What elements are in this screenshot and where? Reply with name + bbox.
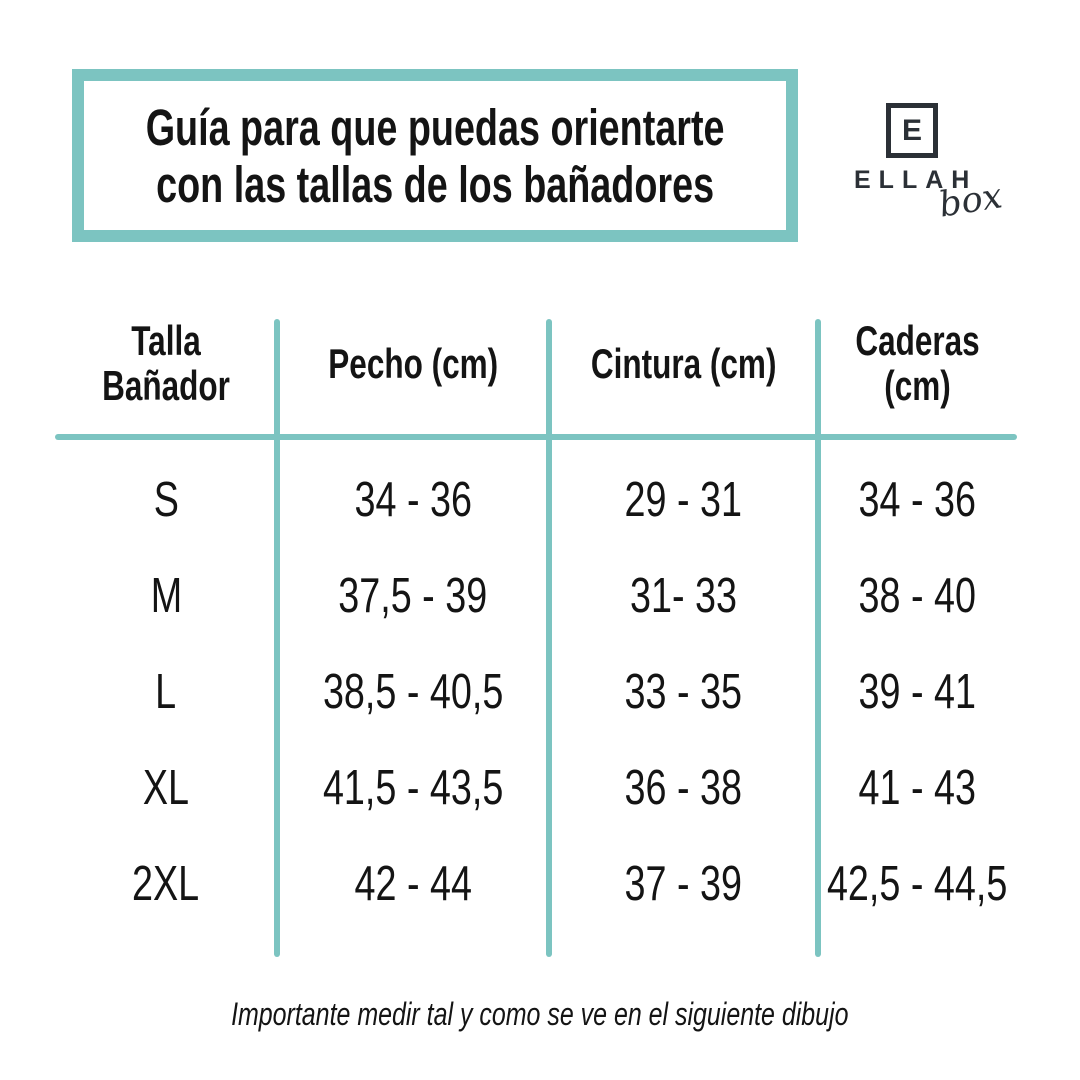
title-line-1: Guía para que puedas orientarte bbox=[145, 98, 725, 156]
cintura-value-l: 33 - 35 bbox=[624, 665, 743, 719]
table-divider-vertical-3 bbox=[815, 319, 821, 957]
pecho-value-xl: 41,5 - 43,5 bbox=[322, 761, 504, 815]
size-label-s: S bbox=[153, 473, 179, 527]
caderas-value-2xl: 42,5 - 44,5 bbox=[827, 857, 1008, 911]
header-cell-pecho: Pecho (cm) bbox=[328, 339, 498, 387]
logo-brand-name: ELLAH bbox=[854, 166, 978, 194]
table-body: S 34 - 36 29 - 31 34 - 36 M 37,5 - 39 31… bbox=[55, 452, 1017, 932]
caderas-value-xl: 41 - 43 bbox=[858, 761, 977, 815]
pecho-value-m: 37,5 - 39 bbox=[338, 569, 488, 623]
pecho-value-s: 34 - 36 bbox=[354, 473, 472, 527]
logo-monogram-square: E bbox=[886, 103, 938, 158]
table-divider-vertical-2 bbox=[546, 319, 552, 957]
measuring-note: Importante medir tal y como se ve en el … bbox=[231, 996, 849, 1032]
header-cell-talla: Talla Bañador bbox=[102, 317, 230, 409]
size-label-2xl: 2XL bbox=[132, 857, 200, 911]
page-title: Guía para que puedas orientarte con las … bbox=[146, 99, 725, 213]
caderas-value-m: 38 - 40 bbox=[858, 569, 977, 623]
cintura-value-2xl: 37 - 39 bbox=[624, 857, 743, 911]
size-label-m: M bbox=[150, 569, 182, 623]
table-divider-horizontal bbox=[55, 434, 1017, 440]
header-cell-cintura: Cintura (cm) bbox=[590, 339, 777, 387]
cintura-value-m: 31- 33 bbox=[630, 569, 737, 623]
caderas-value-s: 34 - 36 bbox=[858, 473, 977, 527]
caderas-value-l: 39 - 41 bbox=[858, 665, 977, 719]
pecho-value-l: 38,5 - 40,5 bbox=[322, 665, 504, 719]
size-label-xl: XL bbox=[142, 761, 190, 815]
header-cell-caderas: Caderas (cm) bbox=[855, 317, 980, 409]
title-box: Guía para que puedas orientarte con las … bbox=[72, 69, 798, 242]
logo-monogram-letter: E bbox=[901, 113, 922, 147]
size-table: Talla Bañador Pecho (cm) Cintura (cm) Ca… bbox=[55, 318, 1017, 958]
brand-logo: E ELLAH box bbox=[840, 95, 1040, 245]
title-line-2: con las tallas de los bañadores bbox=[156, 155, 714, 213]
size-label-l: L bbox=[155, 665, 177, 719]
cintura-value-s: 29 - 31 bbox=[624, 473, 743, 527]
pecho-value-2xl: 42 - 44 bbox=[354, 857, 472, 911]
table-divider-vertical-1 bbox=[274, 319, 280, 957]
table-header-row: Talla Bañador Pecho (cm) Cintura (cm) Ca… bbox=[55, 318, 1017, 408]
logo-brand-suffix: box bbox=[936, 176, 1005, 226]
cintura-value-xl: 36 - 38 bbox=[624, 761, 743, 815]
